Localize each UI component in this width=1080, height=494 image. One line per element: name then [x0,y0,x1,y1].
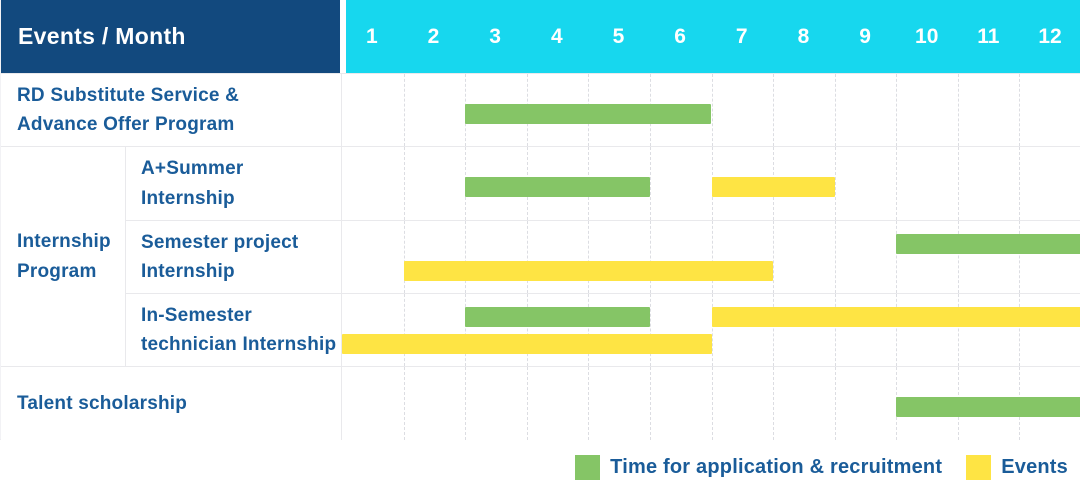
month-header-8: 8 [797,25,810,48]
month-gridline [1019,221,1021,293]
month-gridline [649,221,651,293]
legend-label: Time for application & recruitment [610,455,943,478]
month-gridline [896,74,898,146]
month-gridline [649,367,651,440]
month-gridline [1019,74,1021,146]
month-gridline [649,294,651,366]
table-header-title: Events / Month [1,0,341,73]
gantt-bar-application-recruitment [465,104,712,124]
row-label-line: Internship [141,187,235,209]
month-gridline [403,221,405,293]
month-gridline [649,147,651,220]
month-gridline [465,221,467,293]
header-divider-gap [341,0,346,73]
month-gridline [896,221,898,293]
chart-row-in-semester-technician-internship [341,293,1080,366]
group-label-line: Internship [17,231,111,253]
row-label-semester-project-internship: Semester project Internship [125,220,341,293]
row-label-line: A+Summer [141,158,244,180]
month-gridline [896,147,898,220]
row-label-line: Semester project [141,231,299,253]
month-header-11: 11 [977,25,1000,48]
month-gridline [526,294,528,366]
month-gridline [834,294,836,366]
month-gridline [957,147,959,220]
month-gridline [834,147,836,220]
chart-row-semester-project-internship [341,220,1080,293]
month-gridline [957,221,959,293]
month-header-1: 1 [365,25,378,48]
month-header-5: 5 [612,25,625,48]
month-gridline [957,294,959,366]
month-gridline [773,294,775,366]
row-label-line: RD Substitute Service & [17,84,240,106]
row-label-line: technician Internship [141,334,337,355]
chart-row-rd-substitute-service [341,73,1080,146]
month-gridline [403,367,405,440]
gantt-bar-application-recruitment [465,177,650,197]
row-label-rd-substitute-service: RD Substitute Service & Advance Offer Pr… [1,73,341,146]
gantt-bar-events [711,307,1080,327]
month-header-row: 1 2 3 4 5 6 7 8 9 10 11 12 [341,0,1080,73]
month-gridline [834,221,836,293]
month-gridline [403,147,405,220]
month-gridline [773,221,775,293]
month-gridline [711,221,713,293]
row-label-a-plus-summer-internship: A+Summer Internship [125,146,341,220]
month-header-2: 2 [427,25,440,48]
gantt-bar-events [403,261,774,281]
chart-row-a-plus-summer-internship [341,146,1080,220]
month-gridline [896,294,898,366]
chart-row-talent-scholarship [341,366,1080,440]
month-gridline [711,74,713,146]
gantt-bar-application-recruitment [896,234,1080,254]
yellow-swatch-icon [966,454,992,480]
events-month-heading: Events / Month [18,23,186,49]
month-header-3: 3 [489,25,501,48]
row-label-line: Internship [141,261,235,282]
gantt-bar-events [342,334,712,354]
month-gridline [588,221,590,293]
row-label-in-semester-technician-internship: In-Semester technician Internship [125,293,341,366]
month-gridline [1019,294,1021,366]
month-gridline [834,74,836,146]
month-gridline [465,367,467,440]
month-gridline [526,367,528,440]
month-gridline [957,74,959,146]
month-gridline [403,74,405,146]
month-gridline [1019,147,1021,220]
month-header-6: 6 [674,25,686,48]
month-gridline [465,294,467,366]
row-label-talent-scholarship: Talent scholarship [1,366,341,440]
legend-label: Events [1001,455,1068,478]
month-gridline [711,367,713,440]
row-label-line: Talent scholarship [17,392,188,414]
group-label-line: Program [17,260,97,282]
gantt-bar-application-recruitment [896,397,1080,417]
month-gridline [526,221,528,293]
chart-legend: Time for application & recruitment Event… [0,440,1080,494]
legend-item-events: Events [966,454,1068,480]
gantt-bar-application-recruitment [465,307,650,327]
row-label-line: Advance Offer Program [17,114,235,135]
gantt-bar-events [711,177,835,197]
group-label-internship-program: Internship Program [1,146,125,366]
month-header-7: 7 [735,25,748,48]
month-header-9: 9 [859,25,871,48]
month-header-10: 10 [915,25,939,48]
month-gridline [773,74,775,146]
month-gridline [773,367,775,440]
month-gridline [711,294,713,366]
legend-item-application-recruitment: Time for application & recruitment [575,454,943,480]
events-month-table: Events / Month 1 2 3 4 5 6 7 8 9 10 11 12 RD Substi… [0,0,1080,440]
month-gridline [588,367,590,440]
green-swatch-icon [575,454,601,480]
month-header-12: 12 [1038,25,1062,48]
month-gridline [588,294,590,366]
month-header-4: 4 [550,25,563,48]
row-label-line: In-Semester [141,304,252,326]
month-gridline [403,294,405,366]
month-gridline [834,367,836,440]
